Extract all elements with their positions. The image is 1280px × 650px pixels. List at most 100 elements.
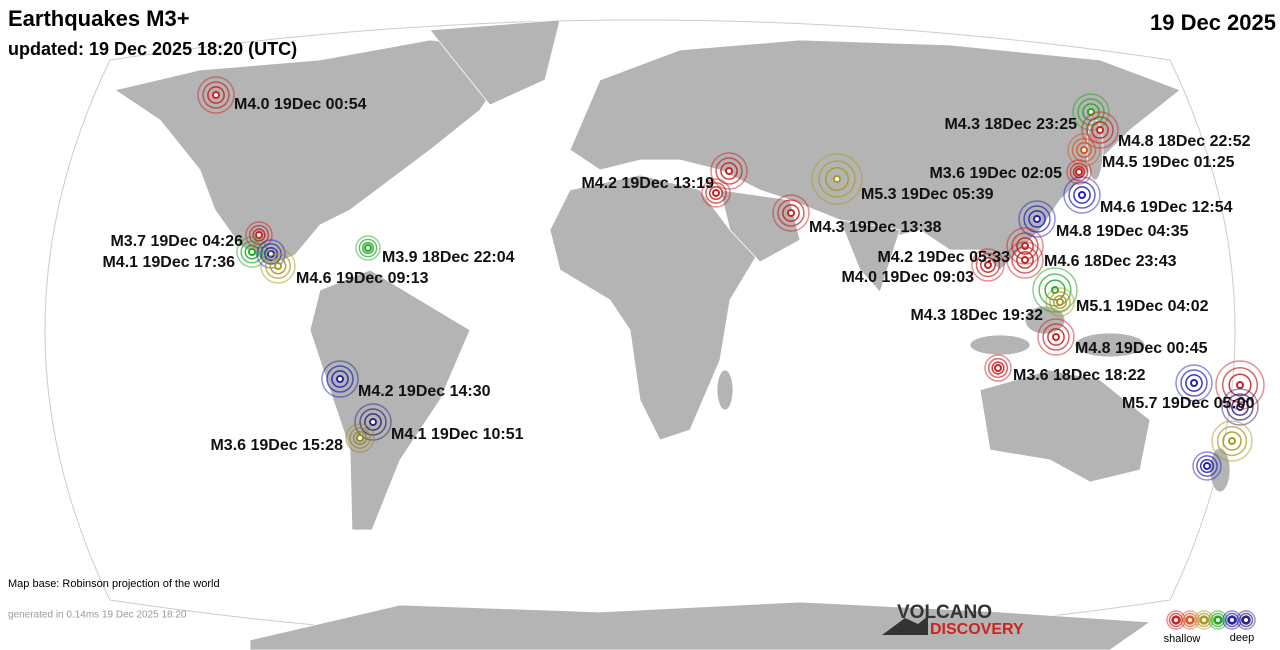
ring <box>1063 176 1101 214</box>
ring <box>1228 373 1252 397</box>
ring <box>818 160 856 198</box>
quake-marker <box>1236 610 1256 630</box>
quake-marker <box>345 423 375 453</box>
quake-marker <box>1066 159 1092 185</box>
quake-marker <box>1175 364 1213 402</box>
ring <box>1044 279 1066 301</box>
ring <box>1016 237 1034 255</box>
dot <box>725 167 733 175</box>
ring <box>240 240 264 264</box>
ring <box>1221 388 1259 426</box>
dot <box>712 189 720 197</box>
ring <box>1073 186 1091 204</box>
quake-label: M3.6 19Dec 15:28 <box>210 437 343 454</box>
ring <box>1175 364 1213 402</box>
ring <box>236 236 268 268</box>
ring <box>269 257 287 275</box>
dot <box>1096 126 1104 134</box>
ring <box>349 427 371 449</box>
dot <box>1190 379 1198 387</box>
dot <box>1200 616 1208 624</box>
dot <box>1236 403 1244 411</box>
updated: updated: 19 Dec 2025 18:20 (UTC) <box>8 39 297 59</box>
ring <box>991 361 1005 375</box>
quake-marker <box>811 153 863 205</box>
ring <box>811 153 863 205</box>
ring <box>361 241 375 255</box>
ring <box>1196 455 1218 477</box>
quake-marker <box>260 248 296 284</box>
dot <box>1056 298 1064 306</box>
ring <box>252 228 266 242</box>
quake-marker <box>1037 318 1075 356</box>
dot <box>336 375 344 383</box>
ring <box>708 185 724 201</box>
dot <box>1242 616 1250 624</box>
ring <box>1011 246 1039 274</box>
dot <box>833 175 841 183</box>
dot <box>1228 437 1236 445</box>
quake-label: M3.6 18Dec 18:22 <box>1013 367 1146 384</box>
quake-marker <box>1081 111 1119 149</box>
ring <box>1192 451 1222 481</box>
ring <box>777 199 805 227</box>
ring <box>772 194 810 232</box>
ring <box>1066 159 1092 185</box>
quake-marker <box>971 248 1005 282</box>
dot <box>364 244 372 252</box>
title: Earthquakes M3+ <box>8 6 190 31</box>
ring <box>1199 615 1209 625</box>
dot <box>1236 381 1244 389</box>
quake-label: M4.6 19Dec 12:54 <box>1100 199 1233 216</box>
quake-label: M5.1 19Dec 04:02 <box>1076 298 1209 315</box>
ring <box>1180 369 1208 397</box>
quake-marker <box>1194 610 1214 630</box>
map-base: Map base: Robinson projection of the wor… <box>8 578 220 590</box>
quake-label: M4.3 18Dec 19:32 <box>910 307 1043 324</box>
generated: generated in 0.14ms 19 Dec 2025 18:20 <box>8 610 187 621</box>
ring <box>1047 328 1065 346</box>
quake-marker <box>236 236 268 268</box>
ring <box>244 244 260 260</box>
ring <box>326 365 354 393</box>
ring <box>1238 612 1254 628</box>
quake-marker <box>321 360 359 398</box>
ring <box>260 248 296 284</box>
dot <box>1228 616 1236 624</box>
ring <box>1016 251 1034 269</box>
logo-bottom: DISCOVERY <box>930 621 1024 638</box>
quake-marker <box>1045 287 1075 317</box>
quake-label: M3.6 19Dec 02:05 <box>929 165 1062 182</box>
ring <box>1226 393 1254 421</box>
dot <box>212 91 220 99</box>
ring <box>1166 610 1186 630</box>
ring <box>1032 267 1078 313</box>
quake-label: M4.8 19Dec 00:45 <box>1075 340 1208 357</box>
ring <box>980 257 996 273</box>
ring <box>331 370 349 388</box>
ring <box>984 354 1012 382</box>
quake-marker <box>1006 241 1044 279</box>
quake-label: M4.3 18Dec 23:25 <box>944 116 1077 133</box>
ring <box>782 204 800 222</box>
ring <box>1241 615 1251 625</box>
quake-label: M4.5 19Dec 01:25 <box>1102 154 1235 171</box>
quake-label: M4.6 19Dec 09:13 <box>296 270 429 287</box>
dot <box>369 418 377 426</box>
ring <box>1045 287 1075 317</box>
dot <box>1078 191 1086 199</box>
dot <box>1033 215 1041 223</box>
quake-marker <box>1063 176 1101 214</box>
ring <box>1196 612 1212 628</box>
dot <box>248 248 256 256</box>
ring <box>1076 142 1092 158</box>
dot <box>1172 616 1180 624</box>
dot <box>1203 462 1211 470</box>
ring <box>1028 210 1046 228</box>
dot <box>274 262 282 270</box>
legend-shallow: shallow <box>1164 633 1201 645</box>
quake-marker <box>1222 610 1242 630</box>
ring <box>355 235 381 261</box>
ring <box>720 162 738 180</box>
quake-label: M4.8 18Dec 22:52 <box>1118 133 1251 150</box>
